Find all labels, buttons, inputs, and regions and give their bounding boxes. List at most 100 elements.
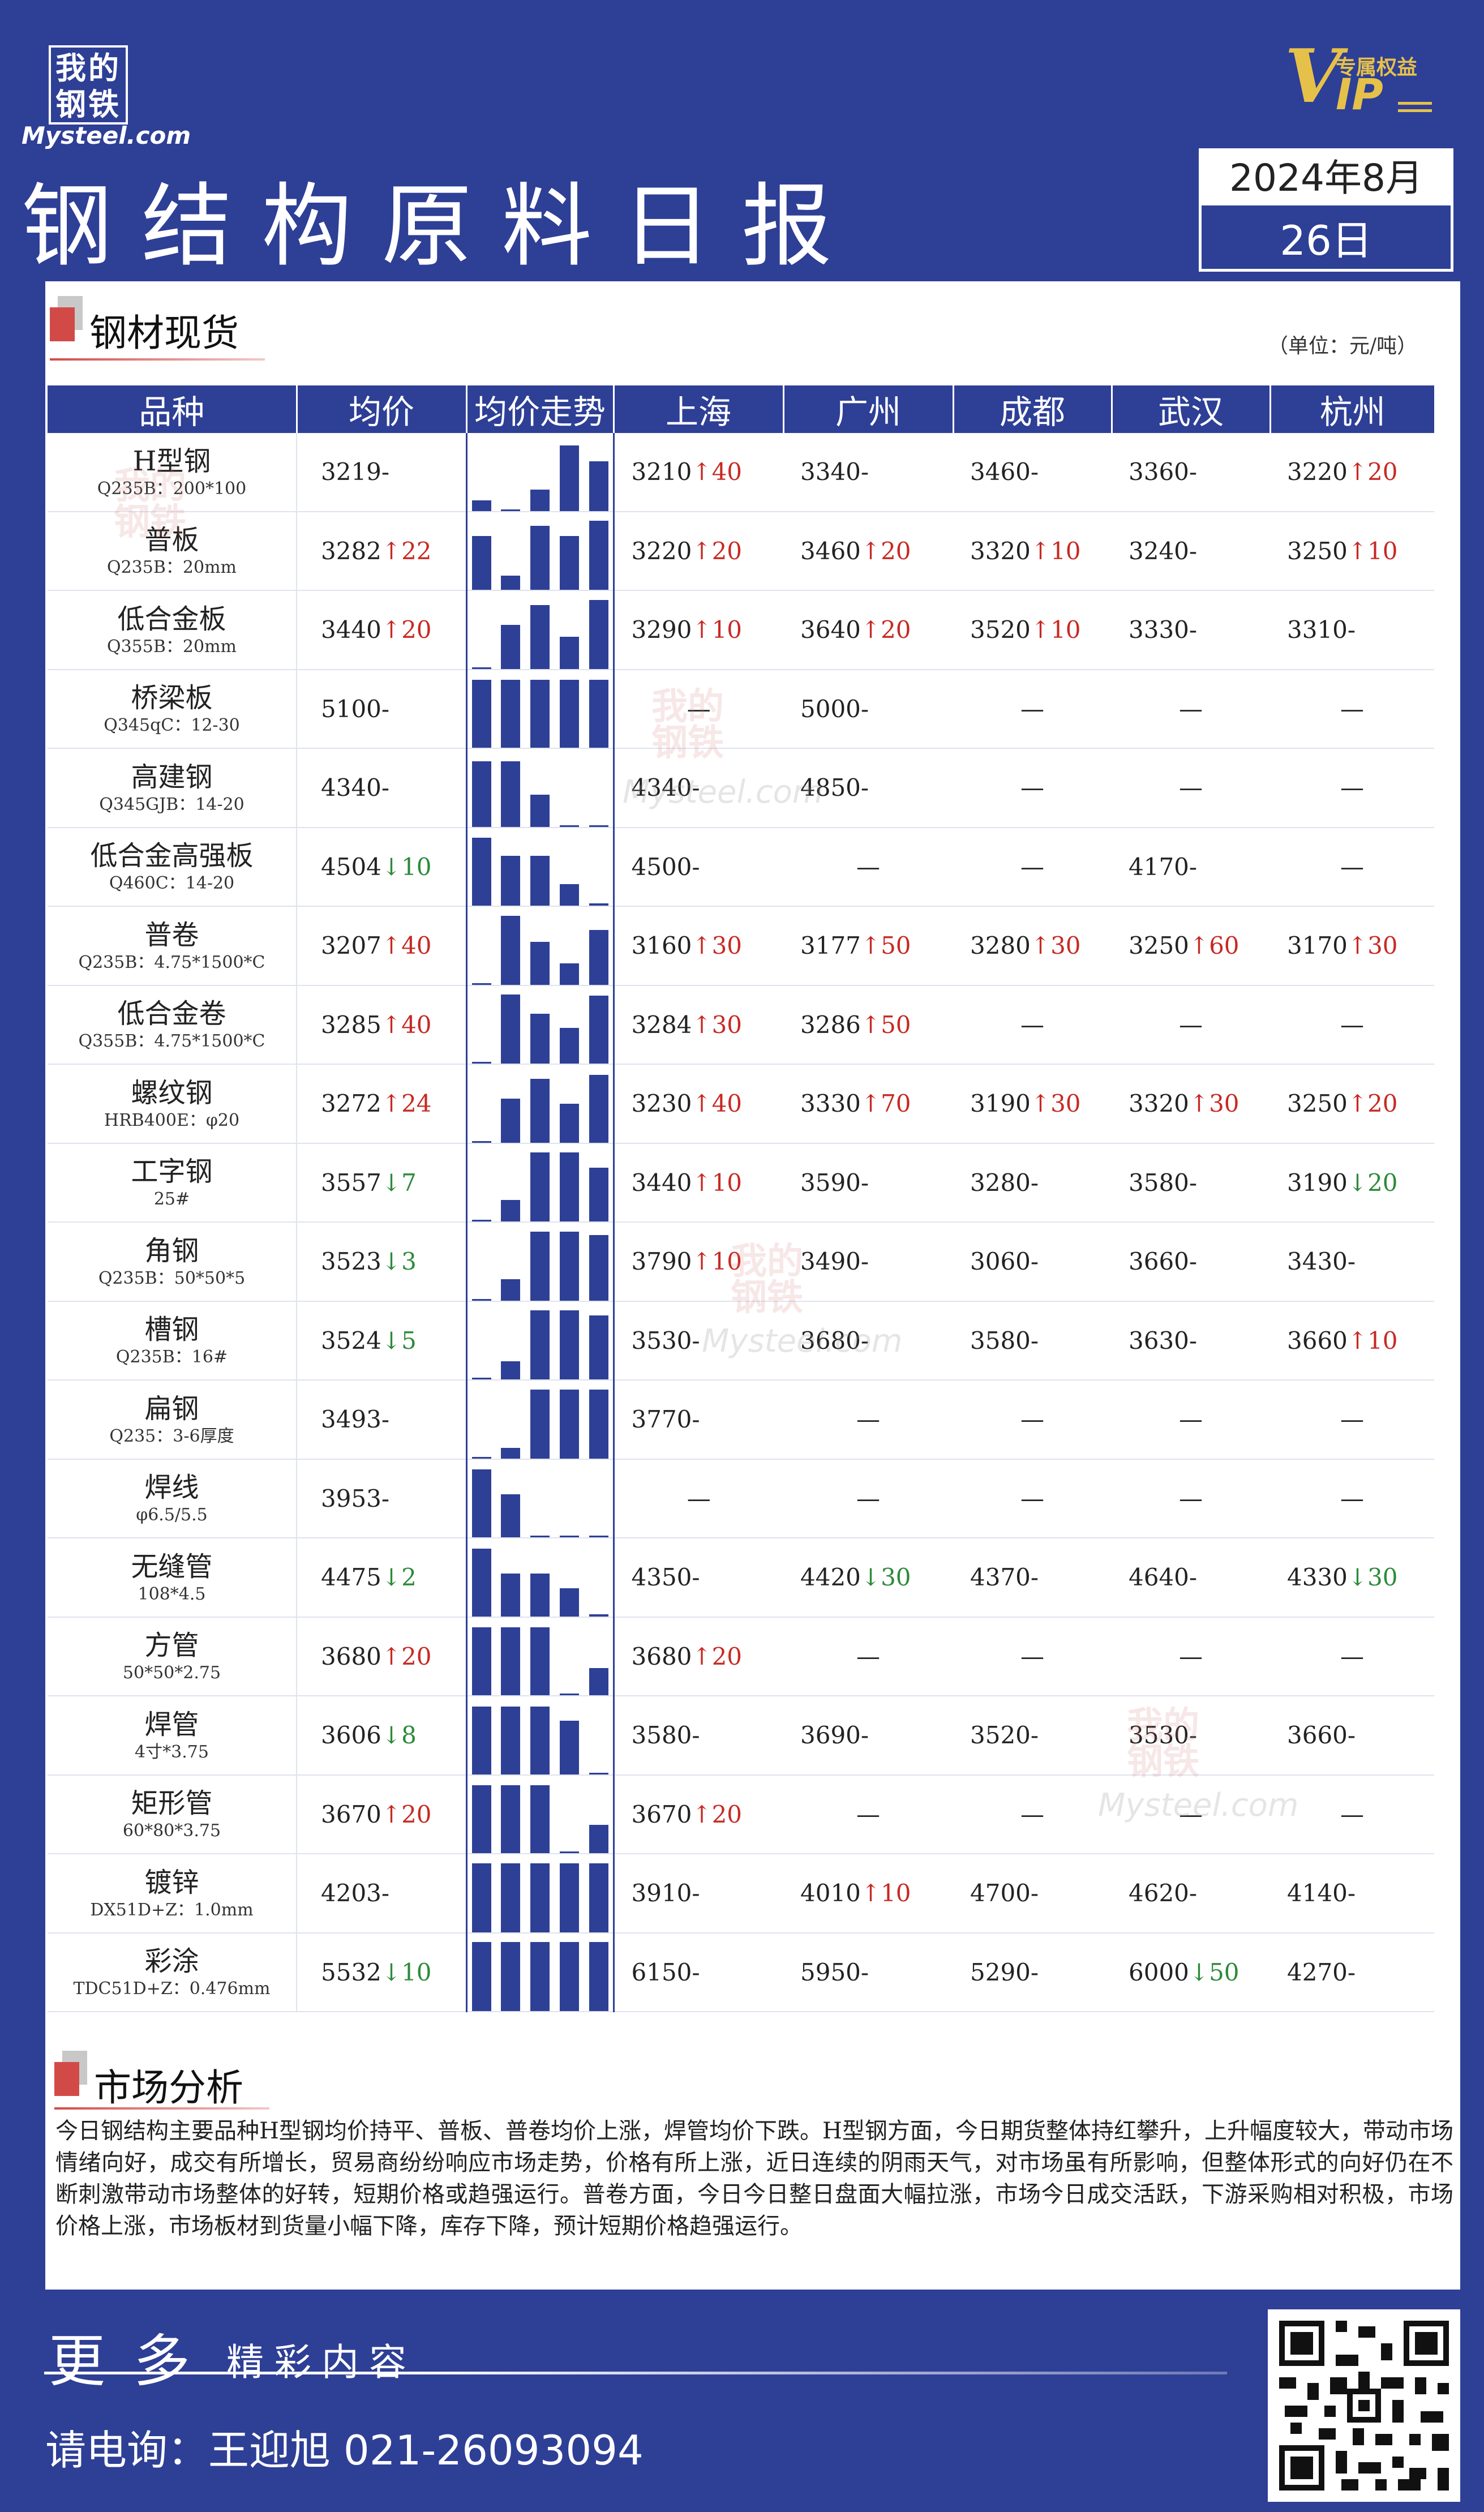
logo-cn-mark: 我的钢铁 bbox=[49, 45, 128, 125]
city-change: - bbox=[1347, 1879, 1356, 1907]
city-change: ↑40 bbox=[692, 1090, 743, 1118]
product-cell: 普板 Q235B：20mm bbox=[48, 511, 297, 591]
product-spec: Q345GJB：14-20 bbox=[99, 794, 245, 815]
trend-bar bbox=[530, 856, 550, 906]
avg-price-cell: 4504↓10 bbox=[297, 827, 466, 907]
city-change: ↓50 bbox=[1189, 1958, 1239, 1986]
avg-price: 4475 bbox=[321, 1563, 381, 1592]
avg-price-cell: 3219- bbox=[297, 433, 466, 512]
trend-bar bbox=[471, 1785, 491, 1853]
avg-change: - bbox=[381, 1405, 390, 1434]
trend-bar bbox=[530, 794, 550, 827]
trend-bar bbox=[589, 825, 608, 827]
no-price: — bbox=[687, 1484, 711, 1512]
trend-cell bbox=[465, 1854, 615, 1934]
city-price: 3280 bbox=[970, 932, 1031, 960]
page-title: 钢结构原料日报 bbox=[22, 173, 862, 279]
city-price: 3220 bbox=[1287, 458, 1348, 486]
no-price: — bbox=[1340, 1800, 1364, 1828]
table-row: 扁钢 Q235：3-6厚度 3493- 3770- — — — — bbox=[48, 1380, 1434, 1460]
avg-change: - bbox=[381, 1484, 390, 1512]
avg-price-cell: 3207↑40 bbox=[297, 906, 466, 986]
trend-bar bbox=[530, 1942, 550, 2011]
trend-bar bbox=[559, 445, 579, 511]
city-price-cell-gz: — bbox=[783, 1380, 953, 1460]
trend-bar bbox=[501, 1627, 521, 1695]
trend-bar-chart bbox=[471, 594, 608, 669]
avg-price: 3272 bbox=[321, 1090, 381, 1118]
city-change: - bbox=[692, 1405, 700, 1434]
trend-cell bbox=[465, 1301, 615, 1381]
city-price-cell-sh: 3580- bbox=[614, 1696, 783, 1776]
avg-change: - bbox=[381, 774, 390, 802]
city-price: 4350 bbox=[631, 1563, 692, 1592]
trend-bar bbox=[501, 994, 521, 1064]
trend-bar bbox=[530, 1706, 550, 1774]
city-change: ↑10 bbox=[692, 1168, 743, 1197]
trend-cell bbox=[465, 433, 615, 512]
avg-price-cell: 3606↓8 bbox=[297, 1696, 466, 1776]
column-header: 广州 bbox=[783, 385, 954, 433]
trend-bar bbox=[501, 1706, 521, 1774]
no-price: — bbox=[1340, 1010, 1364, 1039]
avg-price-cell: 5100- bbox=[297, 669, 466, 749]
city-change: - bbox=[1030, 1958, 1039, 1986]
city-change: - bbox=[1347, 616, 1356, 644]
city-price: 3520 bbox=[970, 1721, 1031, 1750]
trend-bar bbox=[501, 1573, 521, 1617]
city-price-cell-wh: 3580- bbox=[1112, 1143, 1270, 1223]
product-spec: 108*4.5 bbox=[138, 1584, 206, 1604]
trend-bar bbox=[530, 526, 550, 590]
city-price: 3330 bbox=[800, 1090, 861, 1118]
avg-price-cell: 3524↓5 bbox=[297, 1301, 466, 1381]
city-price-cell-sh: 4500- bbox=[614, 827, 783, 907]
city-change: - bbox=[1189, 537, 1198, 565]
city-change: - bbox=[1030, 1563, 1039, 1592]
city-price-cell-gz: — bbox=[783, 1459, 953, 1538]
product-cell: 低合金高强板 Q460C：14-20 bbox=[48, 827, 297, 907]
city-price: 4640 bbox=[1129, 1563, 1189, 1592]
city-price-cell-gz: 3330↑70 bbox=[783, 1064, 953, 1144]
city-change: ↑40 bbox=[692, 458, 743, 486]
city-price-cell-cd: — bbox=[953, 1380, 1112, 1460]
trend-bar bbox=[589, 996, 608, 1064]
city-price: 3190 bbox=[1287, 1168, 1348, 1197]
city-price: 3284 bbox=[631, 1010, 692, 1039]
trend-bar bbox=[501, 856, 521, 906]
city-change: - bbox=[1030, 1168, 1039, 1197]
city-change: ↑10 bbox=[1030, 616, 1081, 644]
city-change: ↑20 bbox=[860, 616, 911, 644]
product-spec: DX51D+Z：1.0mm bbox=[90, 1900, 254, 1920]
qr-code-icon[interactable] bbox=[1268, 2309, 1460, 2502]
section-bookmark-icon bbox=[50, 296, 89, 341]
avg-change: ↑20 bbox=[381, 1800, 432, 1828]
trend-cell bbox=[465, 1459, 615, 1538]
no-price: — bbox=[1340, 1484, 1364, 1512]
city-change: ↓30 bbox=[1347, 1563, 1398, 1592]
city-price-cell-hz: 3660- bbox=[1270, 1696, 1434, 1776]
city-change: ↑10 bbox=[860, 1879, 911, 1907]
avg-price: 3523 bbox=[321, 1248, 381, 1276]
city-price: 3170 bbox=[1287, 932, 1348, 960]
city-price: 3320 bbox=[970, 537, 1031, 565]
watermark-text: Mysteel.com bbox=[623, 774, 824, 811]
product-name: 镀锌 bbox=[144, 1866, 199, 1898]
city-price-cell-hz: 3250↑10 bbox=[1270, 511, 1434, 591]
city-price: 3530 bbox=[631, 1326, 692, 1354]
product-cell: 槽钢 Q235B：16# bbox=[48, 1301, 297, 1381]
city-price-cell-hz: 3430- bbox=[1270, 1222, 1434, 1302]
product-cell: 普卷 Q235B：4.75*1500*C bbox=[48, 906, 297, 986]
city-change: - bbox=[1189, 1168, 1198, 1197]
city-change: ↑10 bbox=[692, 616, 743, 644]
city-price: 3060 bbox=[970, 1248, 1031, 1276]
trend-bar bbox=[501, 1361, 521, 1379]
table-row: 角钢 Q235B：50*50*5 3523↓3 3790↑10 3490- 3060- 36… bbox=[48, 1222, 1434, 1302]
watermark-logo: 我的钢铁 bbox=[651, 685, 724, 764]
product-spec: Q355B：4.75*1500*C bbox=[78, 1031, 265, 1052]
table-row: 普卷 Q235B：4.75*1500*C 3207↑40 3160↑30 3177↑50… bbox=[48, 906, 1434, 986]
product-name: 螺纹钢 bbox=[131, 1077, 213, 1109]
avg-price-cell: 3285↑40 bbox=[297, 985, 466, 1065]
watermark-text: Mysteel.com bbox=[702, 1323, 903, 1360]
avg-change: ↓2 bbox=[381, 1563, 417, 1592]
city-price: 3290 bbox=[631, 616, 692, 644]
